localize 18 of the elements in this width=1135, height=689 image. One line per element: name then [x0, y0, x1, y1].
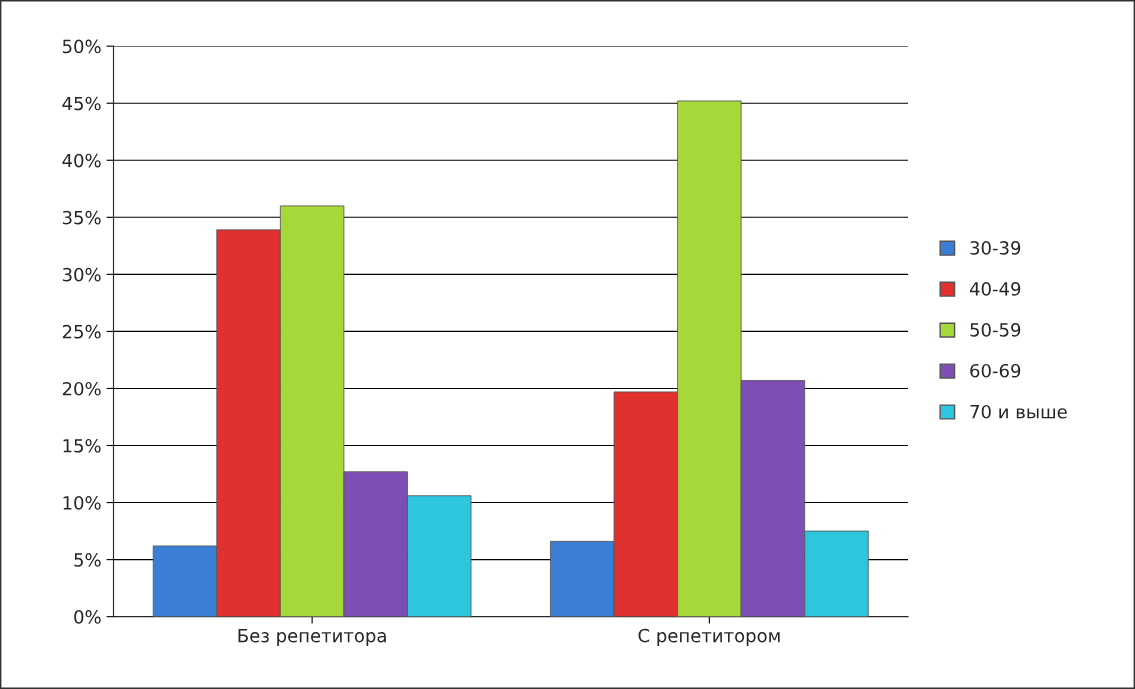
legend-label: 70 и выше: [970, 404, 1067, 419]
y-tick-label: 45%: [62, 96, 101, 111]
legend-label: 30-39: [970, 241, 1021, 255]
y-tick-label: 25%: [62, 324, 101, 339]
y-tick-label: 50%: [62, 39, 101, 54]
y-tick-label: 5%: [74, 553, 101, 567]
x-tick-label: Без репетитора: [238, 629, 386, 646]
legend-label: 40-49: [969, 282, 1021, 296]
y-tick-label: 30%: [62, 267, 101, 282]
y-tick-label: 15%: [63, 438, 101, 453]
legend-label: 50-59: [970, 322, 1021, 337]
x-tick-label: С репетитором: [638, 628, 780, 646]
y-tick-label: 35%: [62, 210, 101, 225]
y-tick-label: 10%: [63, 496, 101, 510]
y-tick-label: 0%: [74, 610, 101, 624]
y-tick-label: 20%: [62, 381, 101, 396]
legend-label: 60-69: [970, 363, 1021, 378]
y-tick-label: 40%: [62, 153, 101, 168]
